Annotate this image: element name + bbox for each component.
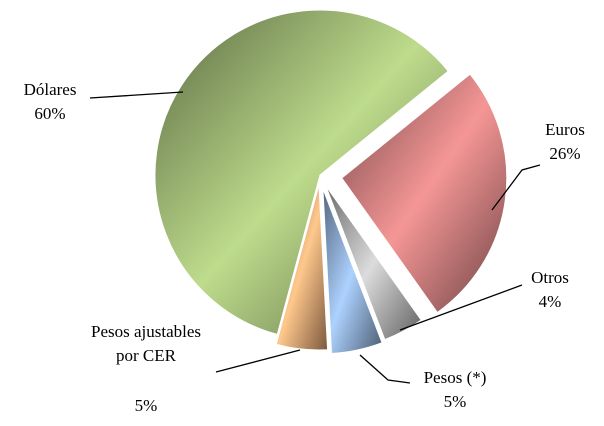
slice-value-label: 60%	[34, 104, 66, 123]
pie-slice	[341, 73, 508, 314]
slice-value-label: 26%	[549, 144, 581, 163]
leader-line	[491, 164, 541, 211]
slice-label: Otros	[531, 268, 569, 287]
pie-slice	[322, 188, 383, 354]
slice-value-label: 5%	[134, 396, 158, 415]
slice-label: Euros	[545, 120, 585, 139]
slice-value-label: 5%	[443, 392, 467, 411]
pie-slice	[325, 185, 422, 341]
leader-line	[359, 354, 411, 384]
slice-value-label: 4%	[538, 292, 562, 311]
slice-label: Pesos ajustables por CER	[90, 322, 202, 365]
leader-line	[399, 284, 523, 331]
pie-slice	[275, 184, 329, 351]
leader-line	[89, 91, 184, 99]
pie-slice	[154, 9, 449, 335]
leader-line	[215, 349, 301, 373]
slice-label: Dólares	[23, 80, 77, 99]
slice-label: Pesos (*)	[423, 368, 487, 387]
